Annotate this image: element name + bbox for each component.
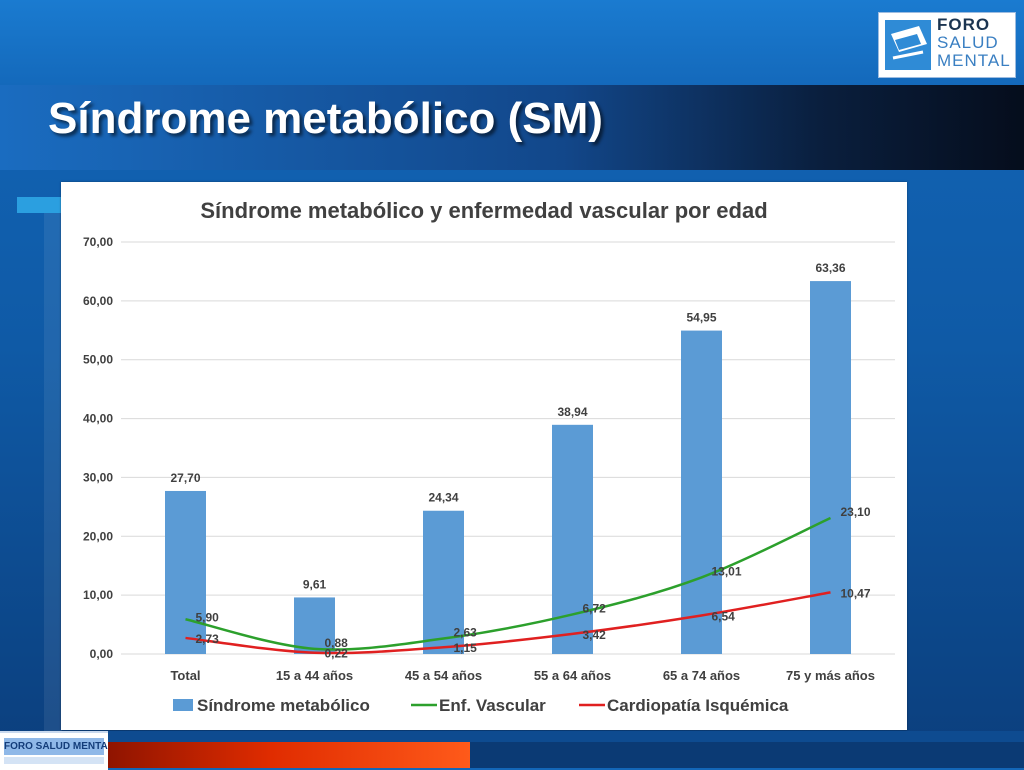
x-tick-label: 55 a 64 años <box>534 668 611 683</box>
logo-line-2: SALUD <box>937 33 999 52</box>
x-tick-label: 65 a 74 años <box>663 668 740 683</box>
vascular-data-label: 5,90 <box>196 610 220 624</box>
legend-swatch-sindrome <box>173 699 193 711</box>
bar-data-label: 9,61 <box>303 577 327 591</box>
x-tick-label: Total <box>170 668 200 683</box>
y-tick-label: 30,00 <box>83 470 113 484</box>
y-tick-label: 70,00 <box>83 235 113 249</box>
chart-title: Síndrome metabólico y enfermedad vascula… <box>200 198 767 223</box>
footer-logo-bar <box>4 757 104 764</box>
bar <box>165 490 206 654</box>
bar-data-label: 38,94 <box>557 405 587 419</box>
x-tick-label: 15 a 44 años <box>276 668 353 683</box>
decorative-red-bar <box>108 742 470 768</box>
cardiopatia-data-label: 2,73 <box>196 632 220 646</box>
decorative-accent <box>17 197 62 213</box>
y-tick-label: 40,00 <box>83 412 113 426</box>
x-tick-label: 75 y más años <box>786 668 875 683</box>
legend-label-sindrome: Síndrome metabólico <box>197 696 370 715</box>
series-line-enf-vascular <box>185 516 832 651</box>
footer-band <box>108 731 1024 742</box>
footer-logo: FORO SALUD MENTAL <box>0 731 114 770</box>
y-tick-label: 20,00 <box>83 529 113 543</box>
legend-label-vascular: Enf. Vascular <box>439 696 546 715</box>
slide-title: Síndrome metabólico (SM) <box>48 94 603 143</box>
bar <box>681 330 722 654</box>
vascular-data-label: 6,72 <box>583 601 607 615</box>
top-band <box>0 0 1024 85</box>
chart-container: Síndrome metabólico y enfermedad vascula… <box>61 182 907 730</box>
vascular-data-label: 2,63 <box>454 626 478 640</box>
logo-line-1: FORO <box>937 15 991 34</box>
y-tick-label: 60,00 <box>83 294 113 308</box>
bar <box>423 510 464 654</box>
y-tick-label: 50,00 <box>83 353 113 367</box>
legend-label-cardiopatia: Cardiopatía Isquémica <box>607 696 789 715</box>
decorative-dark-bar <box>470 742 1024 768</box>
bar <box>294 597 335 654</box>
vascular-data-label: 13,01 <box>712 564 742 578</box>
y-tick-label: 0,00 <box>90 647 114 661</box>
cardiopatia-data-label: 1,15 <box>454 641 478 655</box>
flag-icon <box>885 20 931 70</box>
series-line-cardiopatia-isquemica <box>185 591 831 655</box>
logo-line-3: MENTAL <box>937 51 1011 70</box>
bar-data-label: 54,95 <box>686 311 716 325</box>
bar <box>552 424 593 654</box>
vascular-data-label: 23,10 <box>841 505 871 519</box>
foro-salud-mental-logo: FORO SALUD MENTAL <box>878 12 1016 78</box>
bar-data-label: 27,70 <box>170 471 200 485</box>
cardiopatia-data-label: 10,47 <box>841 586 871 600</box>
cardiopatia-data-label: 6,54 <box>712 610 736 624</box>
cardiopatia-data-label: 3,42 <box>583 628 607 642</box>
title-band <box>0 85 1024 170</box>
bar <box>810 281 851 654</box>
decorative-strip <box>44 213 62 733</box>
vascular-data-label: 0,88 <box>325 636 349 650</box>
footer-logo-text: FORO SALUD MENTAL <box>4 738 114 755</box>
x-tick-label: 45 a 54 años <box>405 668 482 683</box>
chart-svg: Síndrome metabólico y enfermedad vascula… <box>83 198 895 715</box>
cardiopatia-data-label: 0,22 <box>325 647 349 661</box>
bar-data-label: 63,36 <box>815 261 845 275</box>
y-tick-label: 10,00 <box>83 588 113 602</box>
bar-data-label: 24,34 <box>428 491 458 505</box>
